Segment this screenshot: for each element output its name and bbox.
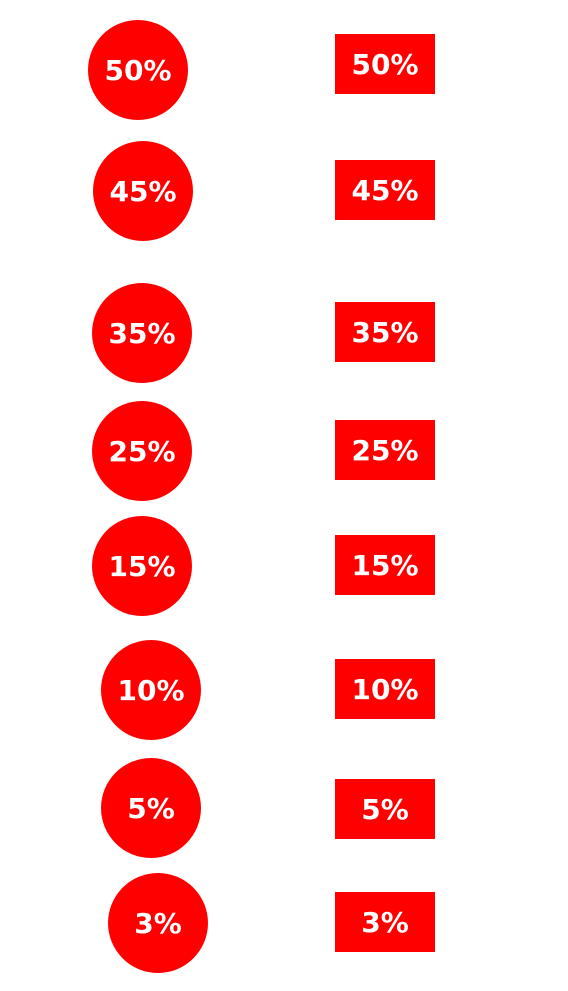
discount-rect-badge-35: 35% (335, 302, 435, 362)
discount-circle-badge-3: 3% (108, 873, 208, 973)
discount-circle-badge-50: 50% (88, 20, 188, 120)
discount-rect-badge-25: 25% (335, 420, 435, 480)
discount-circle-badge-5: 5% (101, 758, 201, 858)
discount-rect-badge-50: 50% (335, 34, 435, 94)
discount-rect-badge-15: 15% (335, 535, 435, 595)
discount-circle-badge-10: 10% (101, 640, 201, 740)
discount-rect-badge-45: 45% (335, 160, 435, 220)
discount-rect-badge-3: 3% (335, 892, 435, 952)
discount-circle-badge-35: 35% (92, 283, 192, 383)
discount-rect-badge-5: 5% (335, 779, 435, 839)
discount-circle-badge-25: 25% (92, 401, 192, 501)
discount-circle-badge-45: 45% (93, 141, 193, 241)
discount-circle-badge-15: 15% (92, 516, 192, 616)
discount-rect-badge-10: 10% (335, 659, 435, 719)
